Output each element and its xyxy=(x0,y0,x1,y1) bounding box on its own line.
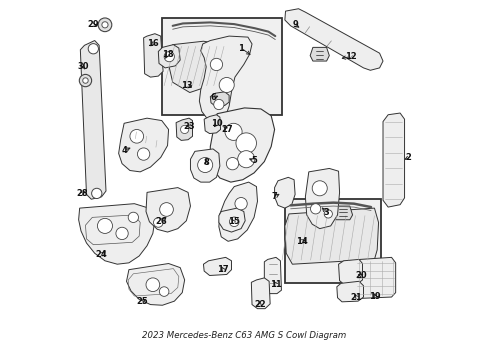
Circle shape xyxy=(226,158,238,170)
Text: 15: 15 xyxy=(227,217,239,226)
Polygon shape xyxy=(285,9,382,70)
Text: 2023 Mercedes-Benz C63 AMG S Cowl Diagram: 2023 Mercedes-Benz C63 AMG S Cowl Diagra… xyxy=(142,332,346,341)
Circle shape xyxy=(219,77,234,93)
Polygon shape xyxy=(336,281,363,302)
Text: 12: 12 xyxy=(344,52,356,61)
Circle shape xyxy=(160,203,173,216)
Polygon shape xyxy=(126,264,184,305)
Circle shape xyxy=(88,44,98,54)
Circle shape xyxy=(234,198,247,210)
Text: 23: 23 xyxy=(183,122,195,131)
Polygon shape xyxy=(309,48,328,61)
Text: 25: 25 xyxy=(136,297,147,306)
Circle shape xyxy=(237,151,254,168)
Circle shape xyxy=(180,125,188,134)
Text: 4: 4 xyxy=(121,146,127,155)
Polygon shape xyxy=(203,115,220,134)
Circle shape xyxy=(311,181,326,196)
Polygon shape xyxy=(80,41,106,199)
Text: 3: 3 xyxy=(323,208,329,217)
Text: 24: 24 xyxy=(96,251,107,260)
Text: 1: 1 xyxy=(238,44,244,53)
Circle shape xyxy=(236,133,256,153)
Text: 18: 18 xyxy=(162,50,173,59)
Circle shape xyxy=(210,58,222,71)
Polygon shape xyxy=(143,34,163,77)
Polygon shape xyxy=(354,257,395,298)
Polygon shape xyxy=(219,208,244,232)
Polygon shape xyxy=(210,92,229,106)
Circle shape xyxy=(128,212,138,222)
Polygon shape xyxy=(251,278,269,309)
Circle shape xyxy=(224,123,242,140)
Polygon shape xyxy=(79,204,155,264)
Text: 19: 19 xyxy=(368,292,380,301)
Text: 21: 21 xyxy=(350,293,362,302)
Polygon shape xyxy=(219,182,257,241)
Text: 29: 29 xyxy=(87,20,99,29)
Circle shape xyxy=(229,217,239,226)
Circle shape xyxy=(213,99,224,109)
Text: 17: 17 xyxy=(217,265,229,274)
Circle shape xyxy=(153,218,163,227)
Circle shape xyxy=(91,188,102,199)
Text: 30: 30 xyxy=(77,62,89,71)
FancyBboxPatch shape xyxy=(285,199,381,283)
Text: 27: 27 xyxy=(221,125,232,134)
Circle shape xyxy=(82,78,88,83)
Polygon shape xyxy=(158,45,180,68)
Circle shape xyxy=(164,51,174,62)
Text: 8: 8 xyxy=(203,158,209,167)
Polygon shape xyxy=(119,118,168,172)
Circle shape xyxy=(324,210,332,218)
Text: 10: 10 xyxy=(211,119,223,128)
Text: 20: 20 xyxy=(354,271,366,280)
Text: 7: 7 xyxy=(271,192,277,201)
Circle shape xyxy=(159,287,168,296)
Polygon shape xyxy=(210,108,274,182)
Polygon shape xyxy=(190,149,220,182)
Polygon shape xyxy=(146,188,190,232)
Circle shape xyxy=(197,158,212,172)
Polygon shape xyxy=(203,257,231,275)
Polygon shape xyxy=(285,208,378,264)
Text: 13: 13 xyxy=(180,81,192,90)
Text: 22: 22 xyxy=(253,300,265,309)
Circle shape xyxy=(102,22,108,28)
Text: 5: 5 xyxy=(251,156,257,166)
Polygon shape xyxy=(305,168,339,229)
Circle shape xyxy=(97,219,112,233)
Circle shape xyxy=(79,75,91,87)
Text: 6: 6 xyxy=(210,93,216,102)
Polygon shape xyxy=(382,113,404,207)
Polygon shape xyxy=(176,118,192,140)
Polygon shape xyxy=(274,177,295,208)
Text: 11: 11 xyxy=(269,279,281,288)
Circle shape xyxy=(137,148,149,160)
Circle shape xyxy=(116,227,128,240)
Polygon shape xyxy=(199,36,251,121)
Text: 16: 16 xyxy=(147,40,159,49)
Text: 9: 9 xyxy=(292,20,297,29)
Polygon shape xyxy=(338,260,362,285)
Polygon shape xyxy=(264,257,281,294)
Circle shape xyxy=(130,130,143,143)
Polygon shape xyxy=(167,41,227,93)
FancyBboxPatch shape xyxy=(162,18,282,115)
Polygon shape xyxy=(333,206,352,220)
Circle shape xyxy=(98,18,112,32)
Circle shape xyxy=(310,204,320,214)
Text: 2: 2 xyxy=(405,153,411,162)
Text: 14: 14 xyxy=(295,237,307,246)
Text: 28: 28 xyxy=(76,189,88,198)
Text: 26: 26 xyxy=(156,217,167,226)
Circle shape xyxy=(146,278,160,292)
